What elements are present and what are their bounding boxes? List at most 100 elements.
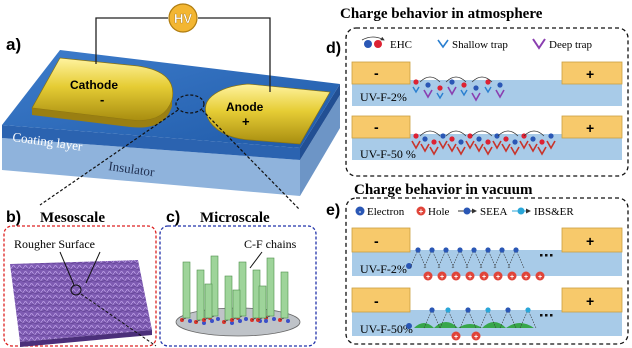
rough-pointer-2: [85, 251, 101, 284]
carbon-atom: [238, 319, 242, 323]
panel-e-title: Charge behavior in vacuum: [354, 182, 533, 198]
seea-electron: [485, 247, 491, 253]
bond: [251, 317, 257, 321]
charge-dot: [497, 82, 503, 88]
charge-dot: [461, 82, 467, 88]
charge-dot: [449, 79, 455, 85]
deep-trap-icon: [456, 146, 466, 156]
bond: [181, 317, 187, 321]
charge-dot: [437, 85, 443, 91]
hv-label: HV: [174, 11, 192, 26]
shallow-trap-icon: [436, 92, 444, 100]
e1-sample: UV-F-2%: [360, 262, 407, 276]
insulator-side: [300, 95, 340, 196]
charge-dot: [530, 136, 536, 142]
carbon-atom: [230, 321, 234, 325]
hole-charge: [423, 271, 433, 281]
legend-ibs-label: IBS&ER: [534, 206, 574, 218]
panel-e-row-1: - + UV-F-2% + + + + + + + + +: [351, 227, 623, 281]
zoom-region: [175, 94, 205, 114]
hop-arrow: [445, 76, 467, 83]
charge-dot: [422, 136, 428, 142]
legend-deep-label: Deep trap: [549, 39, 593, 51]
deep-trap-icon: [546, 140, 556, 150]
hop-arrow: [471, 76, 493, 83]
anode-label: Anode: [226, 100, 264, 114]
bond: [195, 319, 201, 323]
carbon-atom: [210, 319, 214, 323]
cf-chain: [196, 269, 205, 321]
cf-chain: [280, 271, 289, 319]
panel-e-row-2: - + UV-F-50% + +: [351, 287, 623, 341]
emitted-electron: [406, 263, 412, 269]
seea-electron: [465, 307, 471, 313]
deep-trap-icon: [447, 143, 457, 153]
e1-charges: + + + + + + + + +: [406, 247, 553, 281]
micro-zoom-circle: [70, 284, 82, 296]
hole-charge: [471, 331, 481, 341]
hop-arrow: [471, 130, 493, 137]
hop-arrow: [419, 130, 441, 137]
legend-deep-icon: [532, 38, 546, 50]
panel-c: c) Microscale C-F chains: [159, 209, 317, 347]
deep-trap-icon: [510, 146, 520, 156]
seea-electron: [471, 247, 477, 253]
panel-e-frame: [345, 197, 629, 345]
d2-minus: -: [374, 119, 379, 135]
charge-dot: [413, 133, 419, 139]
d1-cathode: [351, 61, 411, 85]
carbon-atom: [264, 319, 268, 323]
panel-b: b) Mesoscale Rougher Surface: [3, 209, 157, 347]
seea-electron: [457, 247, 463, 253]
panel-e-legend: - Electron + Hole SEEA IBS&ER: [355, 206, 574, 218]
continuation-dot: [550, 314, 553, 317]
carbon-atom: [216, 317, 220, 321]
deep-trap-icon: [465, 140, 475, 150]
anode-sign: +: [242, 114, 250, 129]
panel-c-label: c): [166, 209, 180, 226]
deep-trap-icon: [537, 146, 547, 156]
deep-trap-icon: [483, 146, 493, 156]
charge-dot: [485, 139, 491, 145]
e2-charges: + +: [406, 307, 553, 341]
charge-dot: [494, 133, 500, 139]
seea-electron: [415, 247, 421, 253]
continuation-dot: [545, 254, 548, 257]
wire-anode: [198, 17, 271, 92]
rough-surface-edge: [20, 330, 152, 347]
seea-electron: [485, 307, 491, 313]
continuation-dot: [550, 254, 553, 257]
seea-electron: [429, 307, 435, 313]
microscale-title: Microscale: [200, 210, 270, 226]
deep-trap-icon: [429, 146, 439, 156]
zoom-line-right: [201, 109, 301, 211]
legend-seea-dot: [463, 207, 471, 215]
hole-sign: +: [454, 274, 458, 281]
charge-dot: [449, 136, 455, 142]
seea-electron: [513, 247, 519, 253]
d2-plus: +: [586, 120, 594, 136]
charge-dot: [431, 139, 437, 145]
deep-trap-icon: [447, 86, 457, 96]
deep-trap-icon: [474, 143, 484, 153]
legend-ehc-icon: [364, 40, 372, 48]
shallow-trap-icon: [412, 86, 420, 94]
hole-charge: [437, 271, 447, 281]
hole-charge: [479, 271, 489, 281]
hop-arrow: [419, 76, 441, 83]
e2-plus: +: [586, 293, 594, 309]
insulator-front: [2, 138, 300, 196]
panel-d-row-2: - + UV-F-50 %: [351, 115, 623, 161]
bond: [223, 319, 229, 323]
deep-trap-icon: [411, 140, 421, 150]
cf-chain: [238, 261, 247, 317]
hole-sign: +: [524, 274, 528, 281]
hop-arrow: [445, 130, 467, 137]
e1-dielectric: [352, 250, 622, 276]
deep-trap-icon: [471, 92, 481, 102]
deep-trap-icon: [495, 89, 505, 99]
carbon-atom: [244, 317, 248, 321]
hole-sign: +: [454, 334, 458, 341]
charge-dot: [458, 139, 464, 145]
bond: [231, 317, 237, 321]
